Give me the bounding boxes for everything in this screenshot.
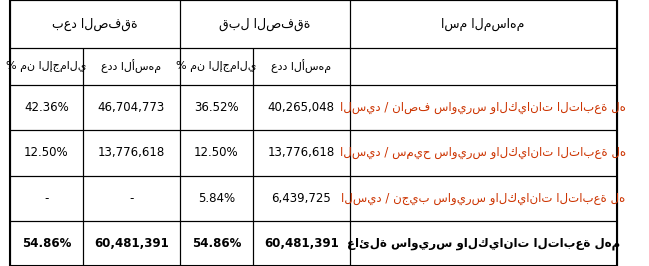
Text: بعد الصفقة: بعد الصفقة (52, 17, 138, 31)
Bar (10, 221, 83, 266)
Text: 54.86%: 54.86% (191, 237, 241, 250)
Text: عدد الأسهم: عدد الأسهم (101, 60, 162, 73)
Bar (10, 0, 180, 48)
Bar (10, 176, 83, 221)
Bar (180, 130, 252, 176)
Bar (10, 48, 83, 85)
Text: السيد / نجيب ساويرس والكيانات التابعة له: السيد / نجيب ساويرس والكيانات التابعة له (341, 192, 625, 205)
Text: 12.50%: 12.50% (24, 147, 69, 159)
Text: قبل الصفقة: قبل الصفقة (219, 17, 310, 31)
Text: عائلة ساويرس والكيانات التابعة لهم: عائلة ساويرس والكيانات التابعة لهم (347, 237, 620, 250)
Bar (10, 85, 83, 130)
Text: 46,704,773: 46,704,773 (98, 101, 165, 114)
Bar (83, 176, 180, 221)
Text: 5.84%: 5.84% (198, 192, 235, 205)
Text: 36.52%: 36.52% (194, 101, 239, 114)
Bar (180, 48, 252, 85)
Bar (350, 176, 617, 221)
Bar (252, 221, 350, 266)
Bar (83, 221, 180, 266)
Bar (350, 0, 617, 48)
Bar (180, 176, 252, 221)
Text: % من الإجمالي: % من الإجمالي (176, 61, 256, 72)
Text: 60,481,391: 60,481,391 (264, 237, 339, 250)
Text: -: - (44, 192, 49, 205)
Bar (350, 221, 617, 266)
Bar (180, 0, 350, 48)
Text: 13,776,618: 13,776,618 (98, 147, 165, 159)
Text: عدد الأسهم: عدد الأسهم (271, 60, 331, 73)
Bar (252, 130, 350, 176)
Text: السيد / ناصف ساويرس والكيانات التابعة له: السيد / ناصف ساويرس والكيانات التابعة له (340, 101, 626, 114)
Bar (180, 221, 252, 266)
Bar (83, 85, 180, 130)
Bar (252, 85, 350, 130)
Bar (10, 130, 83, 176)
Text: -: - (129, 192, 134, 205)
Text: 40,265,048: 40,265,048 (267, 101, 335, 114)
Text: % من الإجمالي: % من الإجمالي (6, 61, 87, 72)
Bar (350, 85, 617, 130)
Text: اسم المساهم: اسم المساهم (441, 17, 525, 31)
Bar (83, 48, 180, 85)
Bar (252, 176, 350, 221)
Text: 60,481,391: 60,481,391 (94, 237, 169, 250)
Text: السيد / سميح ساويرس والكيانات التابعة له: السيد / سميح ساويرس والكيانات التابعة له (340, 147, 626, 159)
Bar (350, 48, 617, 85)
Bar (252, 48, 350, 85)
Bar (83, 130, 180, 176)
Text: 6,439,725: 6,439,725 (271, 192, 331, 205)
Bar (180, 85, 252, 130)
Text: 13,776,618: 13,776,618 (267, 147, 335, 159)
Text: 12.50%: 12.50% (194, 147, 239, 159)
Text: 54.86%: 54.86% (22, 237, 71, 250)
Bar (350, 130, 617, 176)
Text: 42.36%: 42.36% (24, 101, 69, 114)
